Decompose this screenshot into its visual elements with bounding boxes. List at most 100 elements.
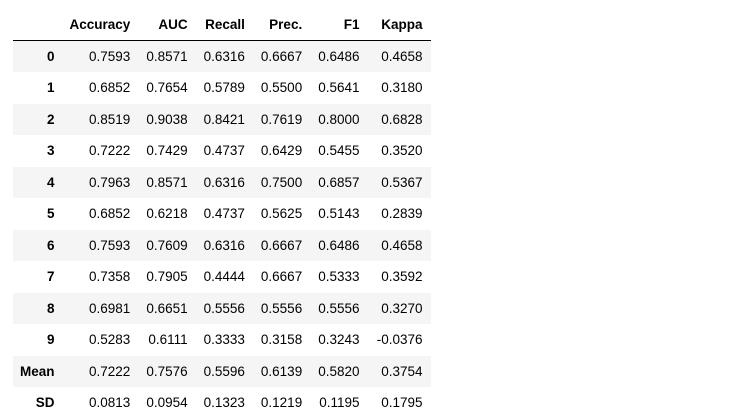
header-kappa: Kappa bbox=[367, 9, 431, 41]
cell-auc: 0.6651 bbox=[146, 300, 188, 316]
cell-f1: 0.5333 bbox=[318, 269, 360, 285]
cell-auc: 0.7609 bbox=[146, 237, 188, 253]
cell-auc: 0.8571 bbox=[146, 174, 188, 190]
row-index: 6 bbox=[47, 237, 55, 253]
cell-accuracy: 0.5283 bbox=[89, 332, 131, 348]
row-index: 0 bbox=[47, 49, 55, 64]
row-index: 3 bbox=[47, 143, 55, 159]
cv-results-table: Accuracy AUC Recall Prec. F1 Kappa 0 0.75… bbox=[13, 9, 431, 419]
cell-recall: 0.3333 bbox=[203, 332, 245, 348]
cell-precision: 0.3158 bbox=[260, 332, 303, 348]
cell-auc: 0.0954 bbox=[146, 395, 188, 411]
cell-f1: 0.5641 bbox=[318, 80, 360, 96]
cell-kappa: 0.3754 bbox=[381, 363, 423, 379]
cell-kappa: 0.3520 bbox=[381, 143, 423, 159]
cell-recall: 0.5596 bbox=[203, 363, 245, 379]
cell-accuracy: 0.0813 bbox=[89, 395, 131, 411]
cell-auc: 0.7429 bbox=[146, 143, 188, 159]
cell-kappa: 0.3180 bbox=[381, 80, 423, 96]
header-row: Accuracy AUC Recall Prec. F1 Kappa bbox=[13, 9, 431, 41]
table-row: 0 0.7593 0.8571 0.6316 0.6667 0.6486 0.4658 bbox=[13, 40, 431, 72]
row-index: 8 bbox=[47, 300, 55, 316]
cell-precision: 0.7619 bbox=[260, 111, 303, 127]
table-row: 6 0.7593 0.7609 0.6316 0.6667 0.6486 0.4658 bbox=[13, 229, 431, 261]
cell-kappa: 0.3270 bbox=[381, 300, 423, 316]
cell-precision: 0.1219 bbox=[260, 395, 303, 411]
cell-f1: 0.6857 bbox=[318, 174, 360, 190]
header-auc: AUC bbox=[138, 9, 196, 41]
cell-f1: 0.5455 bbox=[318, 143, 360, 159]
cell-recall: 0.4737 bbox=[203, 206, 245, 222]
cell-kappa: -0.0376 bbox=[376, 332, 423, 348]
cell-recall: 0.8421 bbox=[203, 111, 245, 127]
cell-kappa: 0.6828 bbox=[381, 111, 423, 127]
cell-accuracy: 0.7222 bbox=[89, 143, 131, 159]
cell-f1: 0.5143 bbox=[318, 206, 360, 222]
cell-accuracy: 0.6981 bbox=[89, 300, 131, 316]
row-index: SD bbox=[35, 395, 55, 411]
cell-kappa: 0.4658 bbox=[381, 237, 423, 253]
cell-f1: 0.5556 bbox=[318, 300, 360, 316]
table-row: 5 0.6852 0.6218 0.4737 0.5625 0.5143 0.2839 bbox=[13, 198, 431, 230]
cell-f1: 0.5820 bbox=[318, 363, 360, 379]
row-index: 5 bbox=[47, 206, 55, 222]
cell-kappa: 0.4658 bbox=[381, 49, 423, 64]
table-row: 4 0.7963 0.8571 0.6316 0.7500 0.6857 0.5367 bbox=[13, 166, 431, 198]
cell-accuracy: 0.7963 bbox=[89, 174, 131, 190]
cell-precision: 0.6667 bbox=[260, 269, 303, 285]
cell-precision: 0.6667 bbox=[260, 237, 303, 253]
cell-accuracy: 0.7358 bbox=[89, 269, 131, 285]
cell-f1: 0.8000 bbox=[318, 111, 360, 127]
table-row: 2 0.8519 0.9038 0.8421 0.7619 0.8000 0.6828 bbox=[13, 103, 431, 135]
cell-recall: 0.5556 bbox=[203, 300, 245, 316]
cell-auc: 0.8571 bbox=[146, 49, 188, 64]
table-row: Mean 0.7222 0.7576 0.5596 0.6139 0.5820 0.3754 bbox=[13, 355, 431, 387]
cell-auc: 0.7576 bbox=[146, 363, 188, 379]
row-index: 4 bbox=[47, 174, 55, 190]
cell-auc: 0.9038 bbox=[146, 111, 188, 127]
cell-precision: 0.6667 bbox=[260, 49, 303, 64]
cell-recall: 0.6316 bbox=[203, 174, 245, 190]
cell-recall: 0.1323 bbox=[203, 395, 245, 411]
cell-auc: 0.7905 bbox=[146, 269, 188, 285]
cell-precision: 0.7500 bbox=[260, 174, 303, 190]
row-index: Mean bbox=[20, 363, 55, 379]
cell-accuracy: 0.7593 bbox=[89, 49, 131, 64]
cell-recall: 0.4737 bbox=[203, 143, 245, 159]
cell-precision: 0.5625 bbox=[260, 206, 303, 222]
header-f1: F1 bbox=[310, 9, 368, 41]
row-index: 9 bbox=[47, 332, 55, 348]
table-row: 3 0.7222 0.7429 0.4737 0.6429 0.5455 0.3520 bbox=[13, 135, 431, 167]
cell-recall: 0.5789 bbox=[203, 80, 245, 96]
cell-precision: 0.6429 bbox=[260, 143, 303, 159]
cell-accuracy: 0.6852 bbox=[89, 80, 131, 96]
cell-auc: 0.6218 bbox=[146, 206, 188, 222]
cell-auc: 0.7654 bbox=[146, 80, 188, 96]
table-row: 9 0.5283 0.6111 0.3333 0.3158 0.3243 -0.0376 bbox=[13, 324, 431, 356]
row-index: 7 bbox=[47, 269, 55, 285]
header-recall: Recall bbox=[195, 9, 253, 41]
cell-accuracy: 0.6852 bbox=[89, 206, 131, 222]
cell-precision: 0.6139 bbox=[260, 363, 303, 379]
cell-accuracy: 0.7593 bbox=[89, 237, 131, 253]
cell-precision: 0.5556 bbox=[260, 300, 303, 316]
cell-kappa: 0.5367 bbox=[381, 174, 423, 190]
cell-auc: 0.6111 bbox=[148, 332, 188, 348]
cell-kappa: 0.3592 bbox=[381, 269, 423, 285]
table-header: Accuracy AUC Recall Prec. F1 Kappa bbox=[13, 9, 431, 41]
cell-f1: 0.3243 bbox=[318, 332, 360, 348]
cell-recall: 0.4444 bbox=[203, 269, 245, 285]
table-row: 7 0.7358 0.7905 0.4444 0.6667 0.5333 0.3592 bbox=[13, 261, 431, 293]
table-row: 1 0.6852 0.7654 0.5789 0.5500 0.5641 0.3180 bbox=[13, 72, 431, 104]
cell-f1: 0.6486 bbox=[318, 237, 360, 253]
row-index: 2 bbox=[47, 111, 55, 127]
cell-precision: 0.5500 bbox=[260, 80, 303, 96]
table-row: SD 0.0813 0.0954 0.1323 0.1219 0.1195 0.1795 bbox=[13, 387, 431, 419]
header-index bbox=[13, 9, 62, 41]
table-row: 8 0.6981 0.6651 0.5556 0.5556 0.5556 0.3270 bbox=[13, 292, 431, 324]
header-accuracy: Accuracy bbox=[61, 9, 139, 41]
cell-accuracy: 0.7222 bbox=[89, 363, 131, 379]
row-index: 1 bbox=[47, 80, 55, 96]
cell-kappa: 0.2839 bbox=[381, 206, 423, 222]
cell-f1: 0.1195 bbox=[319, 395, 360, 411]
